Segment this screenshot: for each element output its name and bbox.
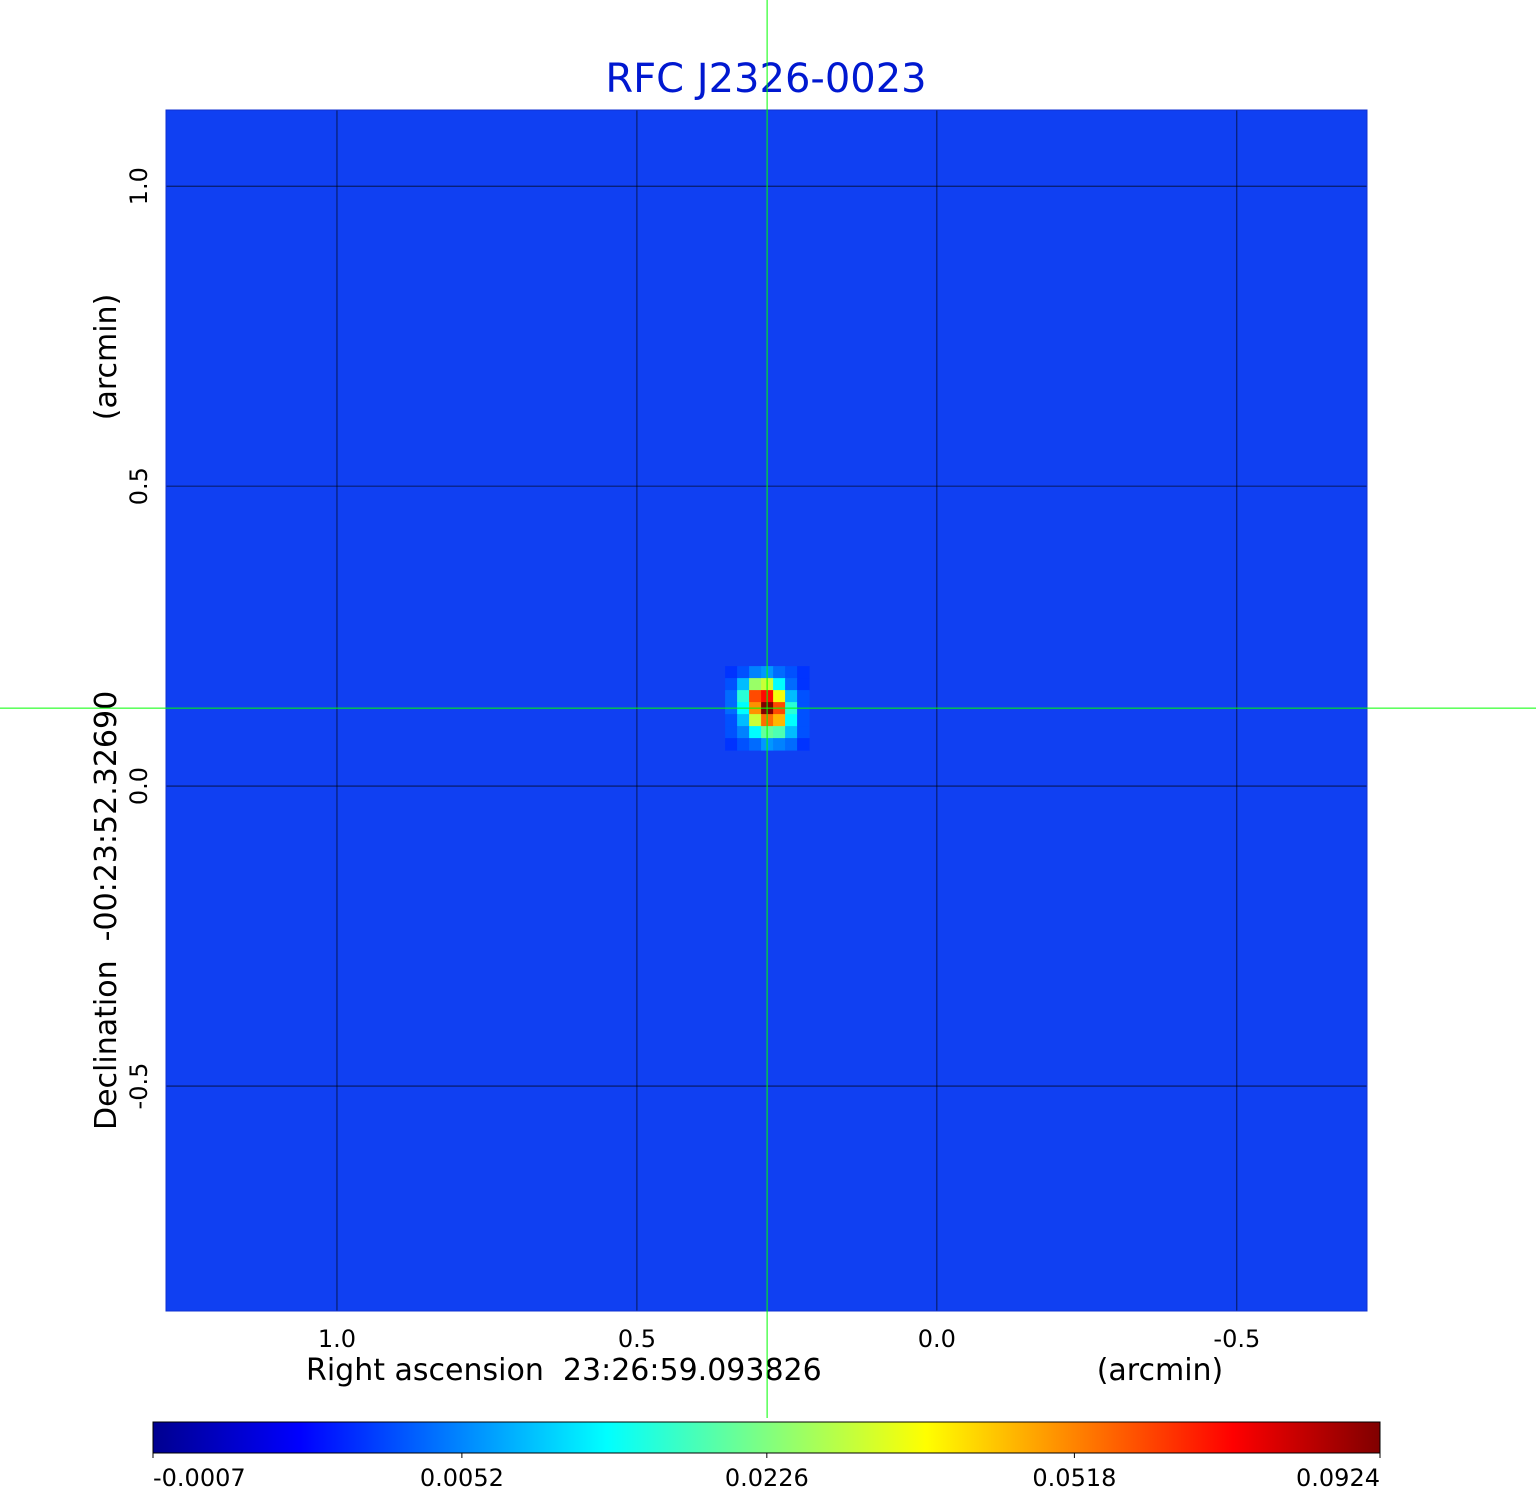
heatmap-cell <box>725 714 738 727</box>
heatmap-cell <box>785 678 798 691</box>
heatmap-cell <box>797 678 810 691</box>
x-tick-label: 1.0 <box>318 1325 356 1353</box>
heatmap-cell <box>749 678 762 691</box>
heatmap-cell <box>785 714 798 727</box>
heatmap-cell <box>773 738 786 751</box>
heatmap-cell <box>749 738 762 751</box>
x-tick-label: -0.5 <box>1213 1325 1260 1353</box>
heatmap-cell <box>737 726 750 739</box>
heatmap-cell <box>749 726 762 739</box>
chart-title: RFC J2326-0023 <box>605 56 926 102</box>
y-tick-label: 0.0 <box>125 767 153 805</box>
y-axis-unit: (arcmin) <box>89 294 124 421</box>
plot-frame <box>165 109 1368 1312</box>
heatmap-cell <box>737 714 750 727</box>
heatmap-cell <box>737 666 750 679</box>
heatmap-cell <box>797 690 810 703</box>
heatmap-cell <box>785 738 798 751</box>
heatmap-cell <box>773 678 786 691</box>
heatmap-cell <box>773 666 786 679</box>
heatmap-cell <box>725 726 738 739</box>
heatmap-cell <box>797 666 810 679</box>
x-axis-unit: (arcmin) <box>1097 1353 1224 1388</box>
x-tick-label: 0.5 <box>618 1325 656 1353</box>
heatmap-cell <box>725 678 738 691</box>
heatmap-cell <box>737 738 750 751</box>
heatmap-cell <box>773 726 786 739</box>
heatmap-cell <box>785 666 798 679</box>
heatmap-cell <box>773 714 786 727</box>
x-tick-label: 0.0 <box>918 1325 956 1353</box>
heatmap-cell <box>749 666 762 679</box>
colorbar-tick-label: 0.0924 <box>1296 1464 1380 1492</box>
heatmap-cell <box>785 726 798 739</box>
heatmap-cell <box>737 678 750 691</box>
x-axis-label: Right ascension 23:26:59.093826 <box>306 1353 822 1388</box>
heatmap-cell <box>785 690 798 703</box>
y-tick-label: 1.0 <box>125 167 153 205</box>
heatmap-cell <box>737 690 750 703</box>
heatmap-cell <box>797 738 810 751</box>
heatmap-cell <box>797 726 810 739</box>
y-tick-label: 0.5 <box>125 467 153 505</box>
heatmap-cell <box>797 714 810 727</box>
y-axis-label: Declination -00:23:52.32690 <box>89 691 124 1130</box>
heatmap-cell <box>773 690 786 703</box>
colorbar-tick-label: 0.0052 <box>420 1464 504 1492</box>
heatmap-cell <box>749 690 762 703</box>
heatmap-cell <box>749 714 762 727</box>
y-tick-label: -0.5 <box>125 1063 153 1110</box>
heatmap-cell <box>725 666 738 679</box>
colorbar-tick-label: 0.0518 <box>1032 1464 1116 1492</box>
colorbar-tick-label: -0.0007 <box>153 1464 246 1492</box>
colorbar <box>152 1421 1381 1454</box>
colorbar-tick-label: 0.0226 <box>725 1464 809 1492</box>
heatmap-cell <box>725 690 738 703</box>
heatmap-cell <box>725 738 738 751</box>
